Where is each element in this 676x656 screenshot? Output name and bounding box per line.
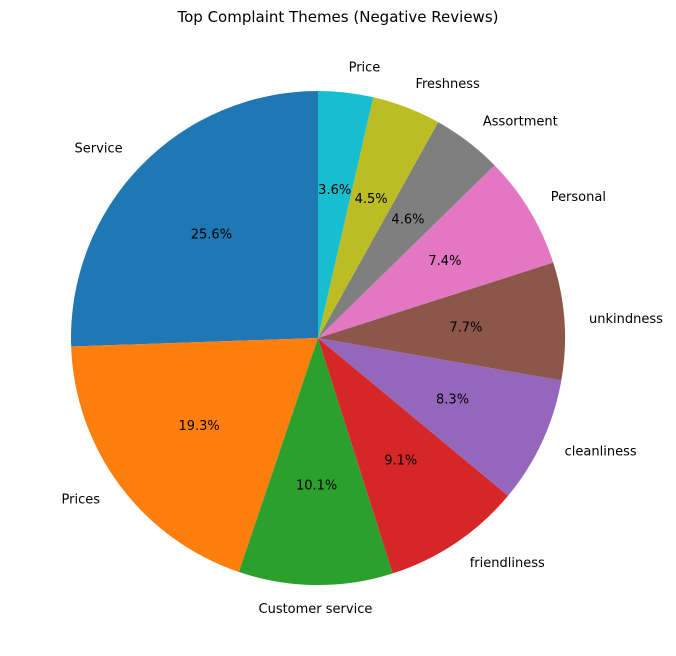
pie-slice — [70, 91, 319, 347]
pie-slice — [238, 338, 393, 585]
pie-slice — [318, 165, 554, 338]
slice-category-label: Service — [75, 142, 123, 157]
slice-category-label: unkindness — [589, 312, 663, 327]
slice-percent-label: 25.6% — [191, 228, 232, 243]
chart-title: Top Complaint Themes (Negative Reviews) — [177, 8, 499, 26]
slice-percent-label: 4.5% — [355, 192, 388, 207]
slice-percent-label: 9.1% — [384, 453, 417, 468]
slice-category-label: Customer service — [259, 602, 373, 617]
pie-slice — [71, 338, 318, 572]
slice-category-label: Personal — [551, 190, 606, 205]
pie-slice — [318, 262, 565, 381]
pie-slice — [318, 97, 439, 338]
pie-slice — [318, 338, 509, 574]
slice-percent-label: 8.3% — [436, 393, 469, 408]
slice-percent-label: 10.1% — [296, 479, 337, 494]
slice-category-label: Prices — [62, 493, 101, 508]
pie-slice — [318, 338, 562, 496]
slice-percent-label: 4.6% — [391, 213, 424, 228]
slice-category-label: Freshness — [415, 77, 480, 92]
pie-slice — [318, 91, 374, 338]
slice-percent-label: 19.3% — [178, 419, 219, 434]
slice-percent-label: 7.4% — [428, 254, 461, 269]
slice-percent-label: 3.6% — [318, 183, 351, 198]
slice-category-label: Assortment — [483, 115, 558, 130]
slice-category-label: cleanliness — [565, 444, 637, 459]
slice-percent-label: 7.7% — [449, 320, 482, 335]
slice-category-label: friendliness — [470, 556, 545, 571]
pie-slice — [318, 122, 495, 338]
slice-category-label: Price — [349, 61, 381, 76]
